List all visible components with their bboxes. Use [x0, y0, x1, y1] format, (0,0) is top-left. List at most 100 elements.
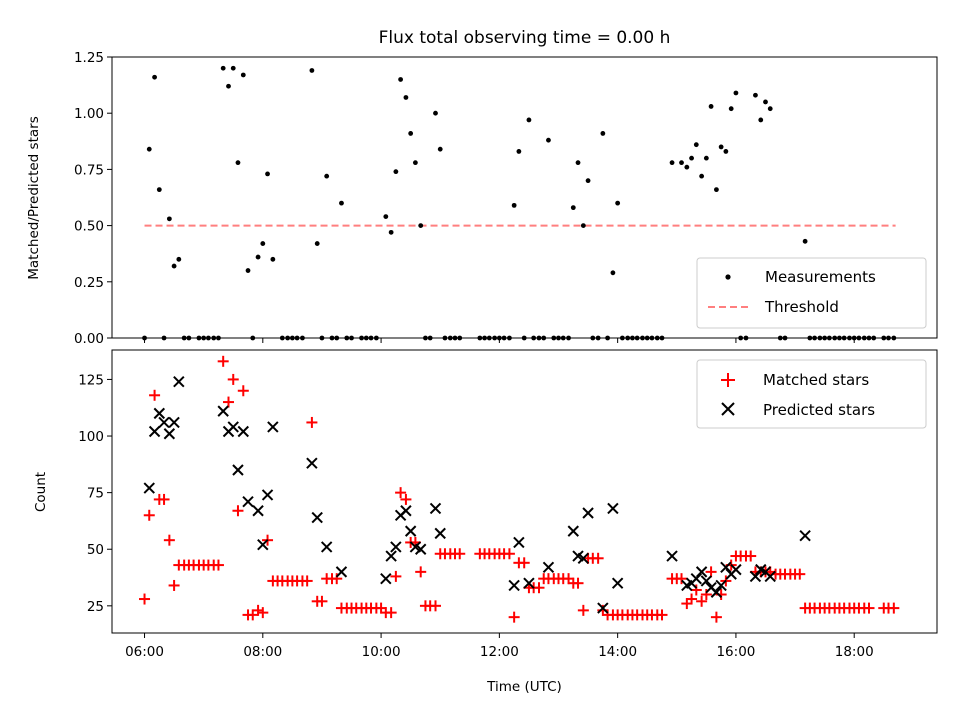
legend-measurements-label: Measurements	[765, 268, 876, 286]
predicted-star-point	[666, 550, 678, 562]
predicted-star-point	[227, 421, 239, 433]
top-y-tick-label: 0.00	[74, 331, 104, 347]
legend-threshold-label: Threshold	[764, 298, 839, 316]
matched-star-point	[656, 609, 668, 621]
matched-star-point	[454, 548, 466, 560]
measurement-point	[171, 263, 177, 269]
bottom-x-tick-label: 08:00	[243, 644, 282, 660]
top-legend: Measurements Threshold	[696, 257, 927, 329]
measurement-point	[220, 65, 226, 71]
top-plot-frame	[111, 56, 938, 339]
measurement-point	[767, 106, 773, 112]
measurement-point	[679, 160, 684, 166]
matched-star-point	[888, 602, 900, 614]
matched-star-point	[395, 487, 407, 499]
measurement-point	[176, 256, 182, 262]
matched-star-point	[508, 611, 520, 623]
legend-matched-label: Matched stars	[763, 371, 869, 389]
matched-star-point	[745, 550, 757, 562]
matched-star-point	[503, 548, 515, 560]
bottom-y-axis-label: Count	[33, 472, 49, 512]
matched-star-point	[143, 509, 155, 521]
matched-star-point	[696, 595, 708, 607]
predicted-star-point	[153, 407, 166, 420]
predicted-star-point	[577, 552, 590, 564]
measurement-point	[689, 155, 694, 161]
legend-measurements-marker	[725, 274, 731, 280]
measurement-point	[763, 99, 768, 105]
measurement-point	[708, 104, 714, 109]
measurement-point	[398, 77, 404, 82]
measurement-point	[802, 238, 808, 244]
measurement-point	[723, 149, 729, 154]
matched-star-point	[217, 355, 229, 367]
measurement-point	[388, 229, 394, 235]
predicted-star-point	[715, 579, 727, 592]
predicted-star-point	[385, 550, 397, 562]
top-y-tick-label: 1.25	[74, 50, 104, 66]
legend-predicted-marker	[721, 402, 735, 416]
matched-star-point	[686, 593, 698, 605]
matched-star-point	[676, 573, 688, 585]
matched-star-point	[306, 416, 318, 428]
predicted-star-point	[764, 570, 776, 583]
matched-star-point	[400, 493, 412, 505]
bottom-y-tick-label: 75	[87, 486, 104, 502]
matched-star-point	[232, 505, 244, 517]
measurement-point	[433, 110, 438, 116]
matched-star-point	[572, 577, 584, 589]
predicted-star-point	[173, 375, 185, 388]
measurement-point	[753, 92, 758, 98]
measurement-point	[403, 95, 409, 100]
predicted-star-point	[523, 577, 535, 589]
bottom-y-tick-label: 25	[87, 599, 104, 615]
matched-star-point	[794, 568, 806, 580]
predicted-star-point	[163, 428, 176, 440]
matched-star-point	[227, 373, 239, 385]
bottom-x-tick-label: 14:00	[598, 644, 637, 660]
predicted-star-point	[168, 416, 180, 429]
predicted-star-point	[390, 541, 402, 553]
measurement-point	[733, 90, 739, 96]
matched-star-point	[149, 389, 161, 401]
bottom-plot-frame	[111, 349, 938, 634]
predicted-star-point	[749, 570, 762, 583]
matched-star-point	[257, 607, 269, 619]
measurement-point	[314, 241, 320, 246]
bottom-y-tick-label: 50	[87, 542, 104, 558]
measurement-point	[166, 216, 172, 222]
predicted-star-point	[335, 566, 348, 578]
predicted-star-point	[400, 505, 412, 517]
matched-star-point	[690, 584, 702, 596]
measurement-point	[699, 173, 705, 179]
matched-star-point	[700, 589, 712, 601]
bottom-y-tick-label: 125	[78, 372, 104, 388]
matched-star-point	[158, 493, 170, 505]
predicted-star-point	[429, 502, 442, 515]
predicted-star-point	[513, 536, 525, 549]
legend-matched-marker	[721, 373, 735, 387]
predicted-star-point	[237, 425, 249, 438]
matched-star-point	[518, 557, 530, 569]
matched-star-point	[863, 602, 875, 614]
top-y-ticks: 0.00 0.25 0.50 0.75 1.00 1.25	[74, 50, 112, 347]
measurement-point	[240, 72, 246, 78]
bottom-x-ticks: 06:00 08:00 10:00 12:00 14:00 16:00 18:00	[125, 633, 874, 660]
predicted-star-point	[217, 405, 229, 417]
predicted-star-point	[311, 511, 323, 524]
matched-star-point	[252, 604, 264, 616]
matched-star-point	[223, 396, 235, 408]
matched-star-point	[301, 575, 313, 587]
measurement-point	[437, 146, 443, 152]
matched-star-point	[592, 552, 604, 564]
matched-star-point	[385, 607, 397, 619]
predicted-star-point	[252, 505, 264, 517]
measurement-point	[383, 214, 389, 220]
x-axis-label: Time (UTC)	[486, 679, 562, 695]
measurement-point	[684, 164, 690, 170]
measurement-point	[156, 187, 162, 193]
measurement-point	[235, 160, 241, 166]
predicted-star-point	[320, 541, 333, 553]
matched-star-point	[163, 534, 175, 546]
